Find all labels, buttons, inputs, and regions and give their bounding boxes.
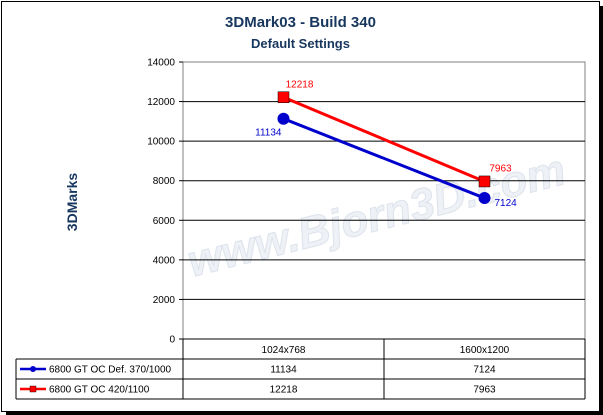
data-label: 7963	[489, 163, 512, 174]
data-point	[277, 112, 290, 125]
data-label: 7124	[495, 198, 518, 209]
table-cell-value: 7124	[473, 365, 496, 376]
y-tick-label: 6000	[153, 216, 176, 227]
data-label: 12218	[286, 79, 314, 90]
y-tick-label: 14000	[147, 58, 175, 69]
series-line-2	[282, 95, 486, 183]
legend-entry: 6800 GT OC 420/1100	[49, 385, 150, 396]
x-category-label: 1024x768	[262, 345, 306, 356]
series-line-1	[282, 117, 486, 200]
x-category-label: 1600x1200	[460, 345, 510, 356]
legend-marker-swatch	[30, 366, 36, 372]
table-cell-value: 11134	[270, 365, 297, 376]
y-tick-label: 0	[169, 335, 175, 346]
legend-entry: 6800 GT OC Def. 370/1000	[49, 365, 172, 376]
legend-marker-swatch	[29, 385, 37, 393]
table-cell-value: 7963	[473, 385, 496, 396]
y-tick-label: 8000	[153, 176, 176, 187]
chart-subtitle: Default Settings	[251, 36, 350, 51]
y-tick-label: 2000	[153, 295, 176, 306]
y-tick-label: 12000	[147, 97, 175, 108]
y-tick-label: 10000	[147, 137, 175, 148]
data-point	[478, 192, 491, 205]
table-cell-value: 12218	[270, 385, 298, 396]
data-label: 11134	[255, 128, 282, 139]
data-point	[478, 175, 491, 188]
y-tick-label: 4000	[153, 255, 176, 266]
chart-title: 3DMark03 - Build 340	[225, 14, 376, 31]
data-point	[277, 91, 290, 104]
watermark-text: www.Bjorn3D.com	[183, 145, 570, 286]
